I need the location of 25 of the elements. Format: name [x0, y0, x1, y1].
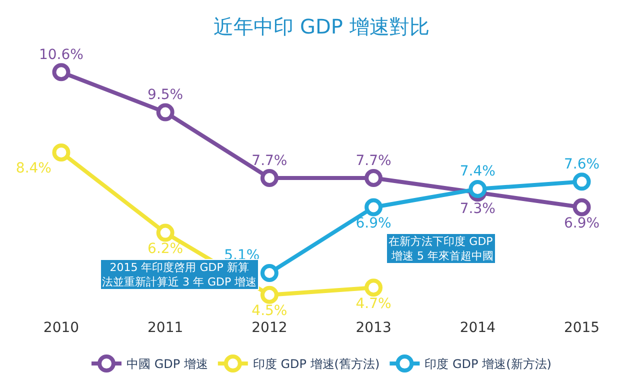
legend-label: 印度 GDP 增速(舊方法)	[252, 357, 380, 372]
data-label: 4.5%	[252, 303, 288, 320]
x-tick-label: 2013	[356, 320, 392, 336]
x-tick-label: 2012	[252, 320, 288, 336]
chart-title: 近年中印 GDP 增速對比	[214, 14, 430, 38]
x-tick-label: 2015	[564, 320, 600, 336]
annotation: 2015 年印度啓用 GDP 新算法並重新計算近 3 年 GDP 增速	[102, 261, 257, 288]
data-label: 7.4%	[460, 164, 496, 180]
data-label: 10.6%	[38, 46, 84, 63]
data-label: 7.3%	[460, 200, 496, 217]
x-tick-label: 2011	[148, 320, 184, 336]
data-label: 8.4%	[16, 160, 52, 177]
x-tick-label: 2010	[43, 320, 80, 336]
data-label: 9.5%	[148, 87, 184, 104]
data-label: 6.2%	[148, 241, 184, 258]
data-label: 7.7%	[252, 152, 288, 169]
data-label: 7.7%	[356, 152, 392, 169]
x-tick-label: 2014	[460, 320, 496, 336]
data-label: 7.6%	[564, 156, 600, 172]
data-label: 4.7%	[356, 296, 392, 312]
data-label: 6.9%	[356, 215, 392, 232]
legend-label: 印度 GDP 增速(新方法)	[424, 357, 552, 372]
annotation: 在新方法下印度 GDP 增速 5 年來首超中國	[388, 235, 494, 262]
data-label: 6.9%	[564, 215, 600, 232]
legend-label: 中國 GDP 增速	[126, 357, 208, 372]
